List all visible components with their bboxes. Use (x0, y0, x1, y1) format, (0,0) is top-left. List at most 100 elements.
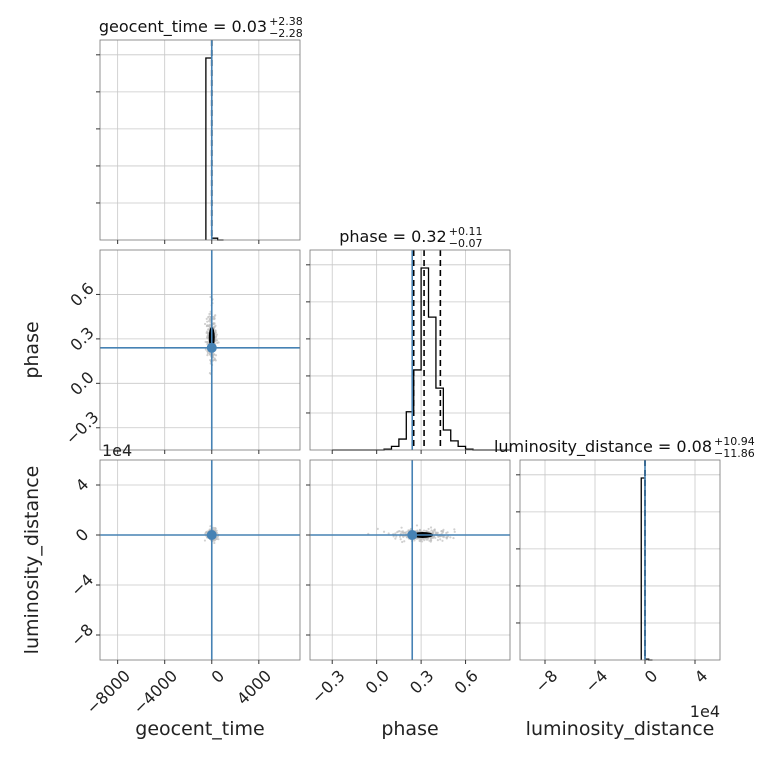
sample-point (214, 314, 217, 317)
sample-point (382, 530, 386, 533)
sample-point (399, 538, 402, 541)
sample-point (214, 335, 218, 338)
panel-title-luminosity_distance: luminosity_distance = 0.08 (494, 437, 712, 457)
xtick-label-luminosity_distance: 0 (641, 666, 662, 687)
xtick-label-luminosity_distance: −8 (531, 666, 561, 696)
scatter-panel-luminosity_distance-vs-phase-bg (310, 460, 510, 660)
sample-point (415, 524, 419, 527)
sample-point (207, 316, 210, 319)
sample-point (435, 531, 438, 534)
sample-point (453, 530, 456, 533)
sample-point (453, 528, 456, 531)
panel-title-minus-geocent_time: −2.28 (269, 27, 303, 40)
sample-point (436, 538, 439, 542)
scatter-panel-phase-vs-geocent_time-frame (99, 249, 301, 451)
scatter-panel-luminosity_distance-vs-phase-frame (309, 459, 511, 661)
sample-point (428, 539, 431, 542)
xaxis-label-geocent_time: geocent_time (135, 718, 264, 740)
frames-layer (99, 39, 721, 661)
panel-title-plus-luminosity_distance: +10.94 (714, 435, 755, 448)
sample-point (387, 532, 390, 535)
yaxis-offset-luminosity_distance: 1e4 (102, 441, 132, 460)
sample-point (203, 539, 207, 542)
sample-point (430, 539, 433, 542)
sample-point (439, 538, 442, 541)
sample-point (446, 531, 449, 534)
xtick-label-phase: −0.3 (308, 666, 349, 707)
scatter-panel-luminosity_distance-vs-geocent_time-frame (99, 459, 301, 661)
sample-point (212, 318, 215, 321)
sample-point (205, 325, 209, 328)
sample-point (213, 526, 217, 530)
xaxis-offset-luminosity_distance: 1e4 (690, 702, 720, 721)
sample-point (452, 536, 455, 540)
sample-point (213, 541, 216, 545)
sample-point (401, 540, 404, 544)
sample-point (206, 340, 209, 344)
sample-point (376, 527, 379, 531)
sample-point (394, 537, 397, 540)
sample-point (206, 352, 210, 355)
sample-point (206, 336, 209, 339)
sample-point (207, 331, 210, 334)
ytick-label-phase: 0.3 (66, 323, 97, 354)
sample-point (413, 539, 416, 542)
truth-point (407, 530, 418, 540)
xaxis-label-luminosity_distance: luminosity_distance (526, 718, 715, 740)
sample-point (213, 325, 216, 328)
sample-point (205, 317, 208, 320)
ytick-label-phase: 0.6 (66, 279, 97, 310)
sample-point (206, 353, 209, 357)
sample-point (214, 354, 218, 357)
truth-point (206, 342, 217, 353)
xtick-label-geocent_time: 4000 (233, 666, 275, 708)
grid-layer (100, 40, 720, 660)
sample-point (204, 348, 207, 351)
sample-point (212, 358, 215, 362)
sample-point (216, 536, 219, 539)
sample-point (213, 322, 216, 325)
sample-point (213, 329, 216, 332)
xtick-label-phase: 0.6 (451, 666, 482, 697)
sample-point (445, 536, 449, 539)
hist-panel-luminosity_distance-frame (519, 459, 721, 661)
hist-panel-luminosity_distance-bg (520, 460, 720, 660)
sample-point (213, 353, 216, 356)
sample-point (431, 531, 435, 534)
truth-point (206, 530, 217, 540)
sample-point (433, 528, 436, 531)
xtick-label-geocent_time: −4000 (129, 666, 181, 718)
sample-point (404, 531, 407, 534)
ytick-label-luminosity_distance: 4 (72, 475, 93, 496)
sample-point (419, 538, 423, 541)
sample-point (212, 315, 215, 319)
ytick-label-luminosity_distance: −4 (67, 570, 97, 600)
yaxis-label-luminosity_distance: luminosity_distance (21, 466, 43, 655)
sample-point (449, 536, 452, 539)
sample-point (215, 333, 218, 336)
sample-point (429, 526, 433, 529)
panel-title-minus-phase: −0.07 (449, 237, 483, 250)
sample-point (203, 322, 207, 326)
panel-title-plus-geocent_time: +2.38 (269, 15, 303, 28)
sample-point (204, 340, 207, 344)
yaxis-label-phase: phase (21, 321, 43, 378)
sample-point (207, 325, 210, 328)
panel-title-plus-phase: +0.11 (449, 225, 483, 238)
sample-point (392, 535, 395, 538)
ytick-label-luminosity_distance: 0 (72, 525, 93, 546)
hist-panel-geocent_time-frame (99, 39, 301, 241)
sample-point (400, 526, 403, 529)
xtick-label-geocent_time: −8000 (82, 666, 134, 718)
sample-point (422, 529, 426, 532)
marks-layer (100, 40, 653, 661)
sample-point (400, 530, 403, 533)
hist-panel-geocent_time-bg (100, 40, 300, 240)
xtick-label-phase: 0.3 (406, 666, 437, 697)
sample-point (427, 527, 430, 531)
scatter-panel-phase-vs-geocent_time-bg (100, 250, 300, 450)
sample-point (399, 532, 403, 535)
sample-point (206, 320, 209, 323)
sample-point (402, 532, 405, 535)
xtick-label-luminosity_distance: −4 (581, 666, 611, 696)
